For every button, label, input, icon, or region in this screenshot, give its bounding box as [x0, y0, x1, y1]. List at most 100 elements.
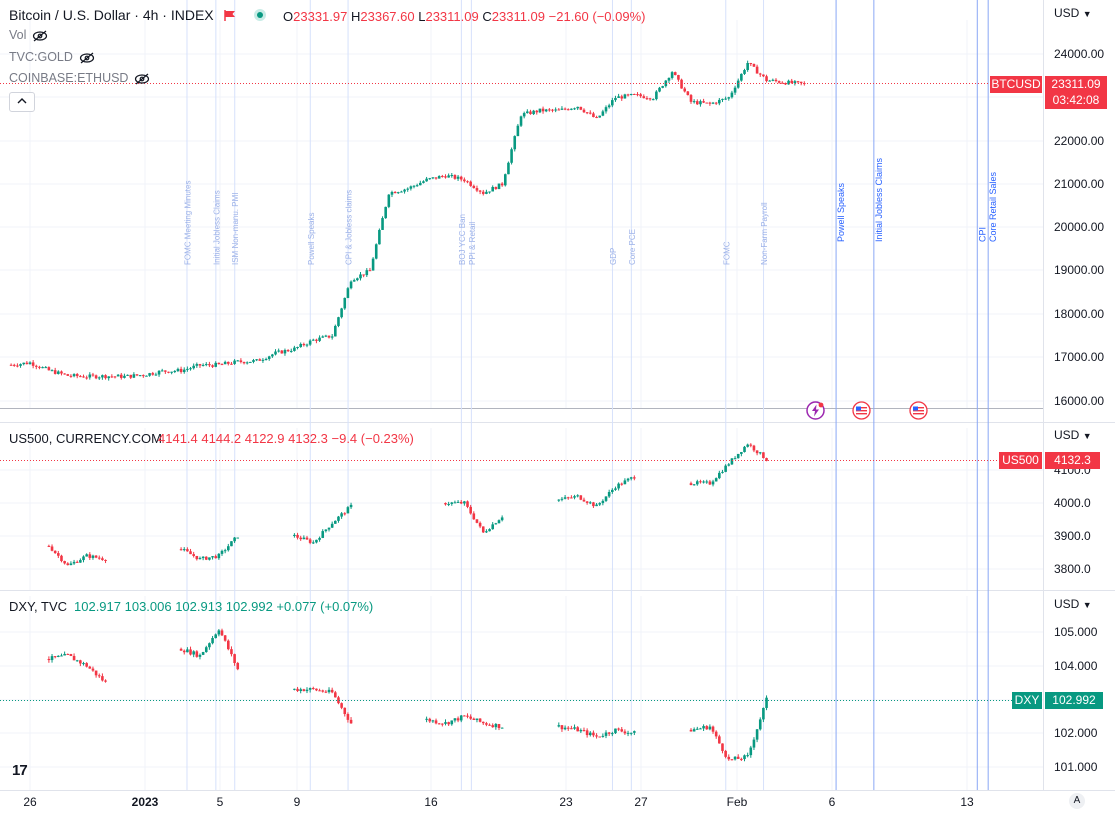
candle-body — [689, 483, 693, 486]
candle-body — [88, 666, 92, 669]
candle-body — [566, 497, 570, 499]
price-tick-label: 19000.00 — [1054, 263, 1104, 277]
candle — [444, 719, 447, 726]
candle — [746, 752, 749, 758]
candle — [182, 367, 186, 374]
candle-body — [529, 111, 532, 115]
candle — [607, 103, 611, 109]
candle-body — [705, 726, 709, 730]
candle — [63, 560, 66, 565]
candle-body — [346, 507, 350, 514]
btc-unit-selector[interactable]: USD ▼ — [1054, 6, 1092, 20]
candle-body — [79, 376, 82, 378]
candle-body — [271, 354, 274, 357]
candle — [201, 363, 205, 367]
candle — [570, 495, 573, 499]
eye-off-icon[interactable] — [79, 52, 95, 64]
candle — [289, 348, 293, 353]
candle-body — [293, 534, 296, 536]
candle-body — [403, 189, 406, 192]
dxy-unit-selector[interactable]: USD ▼ — [1054, 597, 1092, 611]
candle-body — [623, 94, 627, 99]
candle-body — [12, 364, 16, 366]
candle-body — [582, 109, 586, 113]
candle — [453, 718, 457, 723]
chevron-down-icon: ▼ — [1082, 431, 1092, 441]
symbol-title[interactable]: Bitcoin / U.S. Dollar · 4h · INDEX — [9, 7, 214, 23]
candle-body — [69, 375, 73, 377]
candle-body — [626, 478, 630, 481]
indicator-vol[interactable]: Vol — [9, 28, 48, 42]
candle — [318, 335, 321, 343]
lightning-event-icon[interactable] — [806, 401, 825, 423]
candle-body — [740, 73, 743, 81]
candle — [743, 445, 746, 453]
candle-body — [349, 281, 353, 289]
candle — [362, 274, 365, 278]
candle — [217, 553, 221, 560]
candle-body — [692, 484, 696, 486]
flag-icon[interactable] — [224, 9, 236, 21]
candle — [217, 362, 221, 365]
candle — [400, 190, 403, 193]
candle — [79, 375, 82, 378]
candle — [428, 177, 432, 180]
dxy-title[interactable]: DXY, TVC — [9, 599, 68, 614]
candle-body — [211, 638, 214, 644]
candle-body — [198, 654, 202, 657]
candle — [330, 333, 334, 340]
candle — [346, 712, 350, 723]
candle — [179, 366, 183, 374]
eye-off-icon[interactable] — [134, 73, 150, 85]
candle-body — [516, 125, 520, 137]
candle-body — [179, 648, 183, 651]
candle — [252, 358, 255, 364]
candle — [340, 307, 343, 319]
us500-title[interactable]: US500, CURRENCY.COM — [9, 431, 162, 446]
candle-body — [579, 495, 583, 500]
us500-unit-selector[interactable]: USD ▼ — [1054, 428, 1092, 442]
candle — [695, 726, 699, 730]
candle-body — [311, 542, 315, 544]
candle — [63, 373, 66, 375]
candle-body — [123, 375, 126, 378]
tradingview-logo[interactable]: 17 — [12, 762, 28, 779]
candle-body — [485, 723, 488, 725]
candle-body — [227, 361, 230, 364]
candle-body — [409, 186, 413, 189]
candle — [705, 102, 709, 104]
candle-body — [182, 369, 186, 373]
candle — [97, 376, 101, 381]
candle-body — [138, 375, 142, 377]
candle-body — [519, 116, 523, 126]
candle-body — [79, 560, 82, 563]
indicator-eth[interactable]: COINBASE:ETHUSD — [9, 71, 150, 85]
us-flag-event-icon[interactable] — [909, 401, 928, 423]
candle-body — [491, 186, 494, 192]
candle-body — [614, 728, 617, 734]
collapse-legend-button[interactable] — [9, 92, 35, 112]
candle — [758, 451, 762, 455]
candle — [34, 364, 38, 370]
candle — [365, 268, 369, 277]
event-label: Powell Speaks — [307, 213, 316, 265]
candle-body — [164, 370, 167, 372]
candle-body — [204, 647, 208, 653]
us-flag-event-icon[interactable] — [852, 401, 871, 423]
candle — [28, 361, 32, 365]
candle — [277, 348, 280, 353]
indicator-gold[interactable]: TVC:GOLD — [9, 50, 95, 64]
price-tick-label: 105.000 — [1054, 625, 1098, 639]
candle — [566, 726, 570, 731]
auto-scale-button[interactable]: A — [1069, 793, 1085, 809]
candle — [16, 363, 19, 368]
candle-body — [334, 692, 337, 698]
candle — [598, 736, 602, 738]
candle-body — [330, 336, 334, 338]
eye-off-icon[interactable] — [32, 30, 48, 42]
candle — [198, 653, 202, 660]
ohlc-high-label: H — [350, 9, 361, 24]
candle — [714, 101, 718, 105]
candle — [66, 373, 70, 376]
